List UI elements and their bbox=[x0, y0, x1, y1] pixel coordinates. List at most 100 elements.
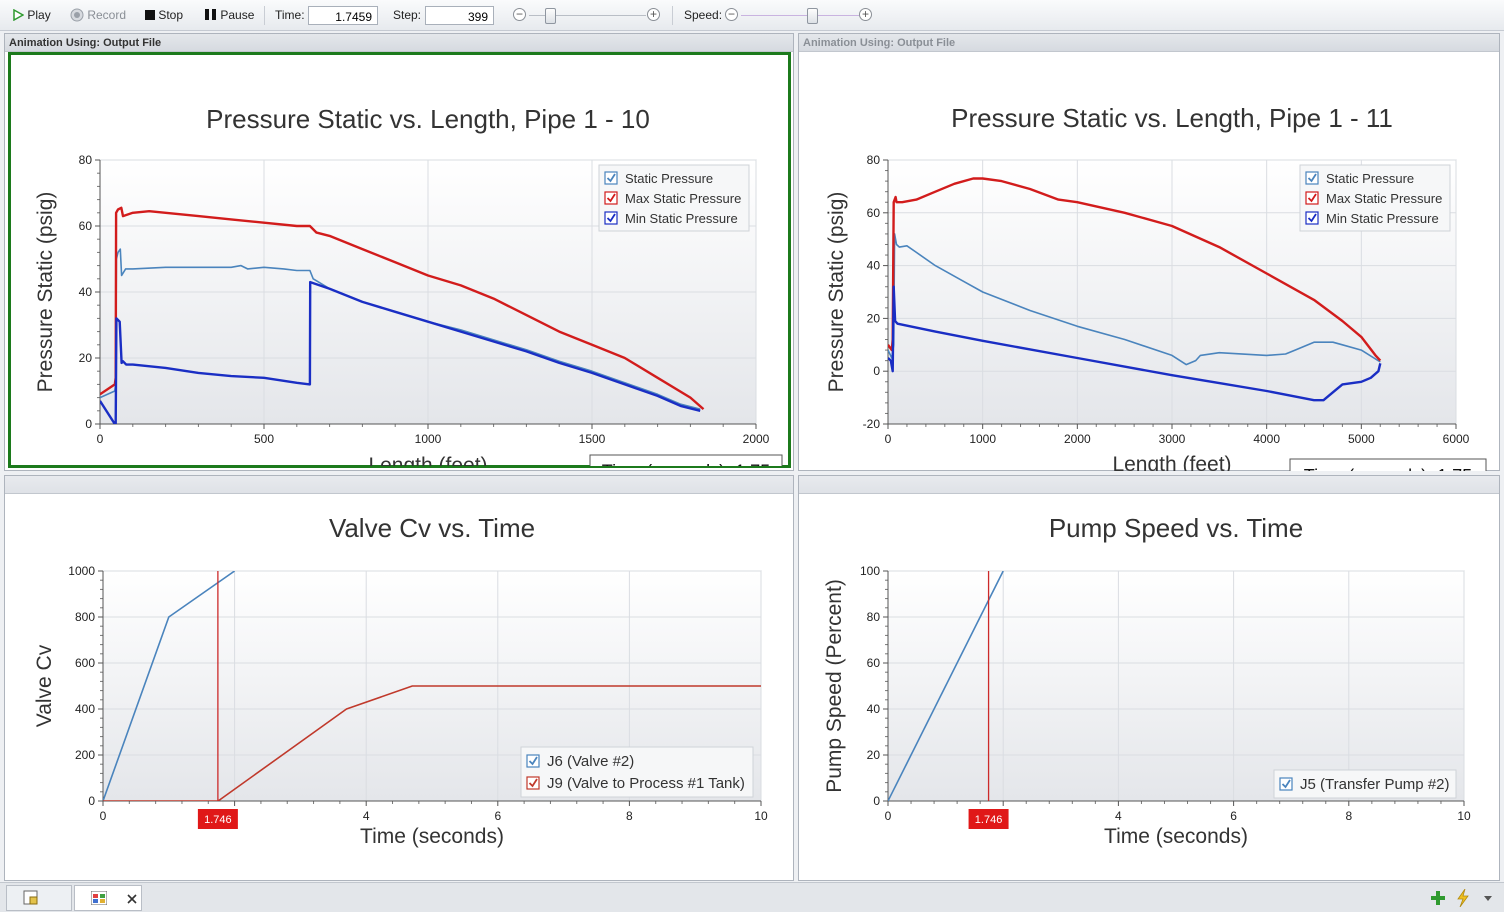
y-axis-label: Pressure Static (psig) bbox=[825, 192, 848, 393]
y-tick-label: 60 bbox=[867, 656, 881, 670]
legend-checkbox[interactable] bbox=[1279, 777, 1293, 791]
chart-title: Valve Cv vs. Time bbox=[329, 513, 535, 543]
y-tick-label: 600 bbox=[75, 656, 95, 670]
chart-title: Pressure Static vs. Length, Pipe 1 - 11 bbox=[951, 103, 1393, 133]
x-axis-label: Length (feet) bbox=[1112, 453, 1231, 471]
play-button[interactable]: Play bbox=[12, 0, 51, 31]
x-tick-label: 3000 bbox=[1159, 432, 1186, 446]
pressure-chart-pipe-1-10[interactable]: Pressure Static vs. Length, Pipe 1 - 10 0… bbox=[10, 54, 790, 466]
checkmark-icon bbox=[528, 778, 538, 788]
x-tick-label: 8 bbox=[626, 809, 633, 823]
time-readout-box bbox=[1289, 458, 1487, 471]
time-readout: Time (seconds): 1.75 bbox=[1304, 466, 1472, 471]
workspace-tab[interactable] bbox=[6, 885, 72, 911]
chart-panel-pipe-1-10[interactable]: Animation Using: Output File Pressure St… bbox=[4, 33, 794, 471]
legend-label: Min Static Pressure bbox=[1326, 211, 1439, 226]
x-axis-label: Time (seconds) bbox=[360, 825, 504, 848]
checkmark-icon bbox=[1307, 173, 1317, 183]
legend bbox=[520, 746, 754, 798]
y-tick-label: 0 bbox=[85, 417, 92, 431]
time-marker-label: 1.746 bbox=[204, 814, 232, 826]
panel-header-empty bbox=[5, 476, 793, 494]
legend-checkbox[interactable] bbox=[604, 211, 618, 225]
speed-slider-thumb[interactable] bbox=[806, 8, 818, 24]
workspace-icon bbox=[23, 890, 38, 905]
play-label: Play bbox=[27, 8, 51, 22]
chart-title: Pressure Static vs. Length, Pipe 1 - 10 bbox=[206, 104, 650, 134]
legend-label: Max Static Pressure bbox=[625, 191, 741, 206]
pause-label: Pause bbox=[220, 8, 255, 22]
time-marker-badge[interactable] bbox=[968, 809, 1009, 829]
speed-slider-track[interactable] bbox=[741, 15, 859, 16]
stop-icon bbox=[145, 10, 155, 20]
time-label: Time: bbox=[275, 8, 305, 22]
step-slider-plus-button[interactable]: + bbox=[647, 8, 660, 21]
x-tick-label: 2000 bbox=[1064, 432, 1091, 446]
checkmark-icon bbox=[528, 756, 538, 766]
y-tick-label: -20 bbox=[863, 417, 881, 431]
close-tab-icon[interactable] bbox=[127, 894, 137, 904]
y-tick-label: 20 bbox=[79, 351, 93, 365]
legend-checkbox[interactable] bbox=[1305, 211, 1319, 225]
step-slider-minus-button[interactable]: − bbox=[513, 8, 526, 21]
speed-label: Speed: bbox=[684, 8, 723, 22]
legend-checkbox[interactable] bbox=[526, 776, 540, 790]
legend-label: J5 (Transfer Pump #2) bbox=[1300, 776, 1450, 793]
y-tick-label: 80 bbox=[79, 153, 93, 167]
pump-speed-chart[interactable]: Pump Speed vs. Time0246810020406080100Ti… bbox=[799, 495, 1499, 881]
x-tick-label: 10 bbox=[1457, 809, 1471, 823]
chart-panel-valve-cv[interactable]: Valve Cv vs. Time02468100200400600800100… bbox=[4, 475, 794, 881]
time-marker-badge[interactable] bbox=[197, 809, 238, 829]
y-tick-label: 40 bbox=[867, 259, 881, 273]
record-button[interactable]: Record bbox=[70, 0, 126, 31]
series-line-1 bbox=[100, 248, 701, 410]
legend-checkbox[interactable] bbox=[526, 754, 540, 768]
bottom-tab-bar bbox=[0, 882, 1504, 912]
y-tick-label: 80 bbox=[867, 153, 881, 167]
legend-checkbox[interactable] bbox=[604, 191, 618, 205]
speed-slider-minus-button[interactable]: − bbox=[725, 8, 738, 21]
series-line-2 bbox=[100, 206, 705, 411]
record-label: Record bbox=[87, 8, 127, 22]
pressure-chart-pipe-1-11[interactable]: Pressure Static vs. Length, Pipe 1 - 11 0… bbox=[799, 53, 1499, 471]
series-line-2 bbox=[888, 177, 1382, 362]
y-tick-label: 800 bbox=[75, 610, 95, 624]
series-line-3 bbox=[888, 285, 1382, 402]
x-axis-label: Length (feet) bbox=[368, 454, 487, 466]
x-tick-label: 6 bbox=[1230, 809, 1237, 823]
graph-tab[interactable] bbox=[74, 885, 142, 911]
pause-button[interactable]: Pause bbox=[205, 0, 254, 31]
add-icon[interactable] bbox=[1430, 890, 1446, 906]
y-tick-label: 40 bbox=[79, 285, 93, 299]
time-readout-box bbox=[589, 454, 783, 466]
panel-header: Animation Using: Output File bbox=[5, 34, 793, 52]
chart-title: Pump Speed vs. Time bbox=[1049, 513, 1303, 543]
chevron-down-icon[interactable] bbox=[1483, 895, 1493, 903]
legend-checkbox[interactable] bbox=[604, 171, 618, 185]
checkmark-icon bbox=[1307, 213, 1317, 223]
legend-label: J6 (Valve #2) bbox=[547, 753, 634, 770]
x-tick-label: 500 bbox=[254, 432, 274, 446]
y-tick-label: 100 bbox=[860, 564, 880, 578]
speed-slider-plus-button[interactable]: + bbox=[859, 8, 872, 21]
stop-button[interactable]: Stop bbox=[145, 0, 183, 31]
step-slider-track[interactable] bbox=[529, 15, 646, 16]
series-line-1 bbox=[103, 571, 236, 801]
step-input[interactable] bbox=[425, 6, 494, 25]
legend-checkbox[interactable] bbox=[1305, 191, 1319, 205]
y-tick-label: 0 bbox=[873, 794, 880, 808]
x-tick-label: 10 bbox=[754, 809, 768, 823]
legend-checkbox[interactable] bbox=[1305, 171, 1319, 185]
x-tick-label: 0 bbox=[885, 809, 892, 823]
toolbar-separator bbox=[264, 6, 265, 25]
checkmark-icon bbox=[606, 173, 616, 183]
time-input[interactable] bbox=[308, 6, 378, 25]
chart-panel-pipe-1-11[interactable]: Animation Using: Output File Pressure St… bbox=[798, 33, 1500, 471]
step-slider-thumb[interactable] bbox=[545, 8, 557, 24]
valve-cv-chart[interactable]: Valve Cv vs. Time02468100200400600800100… bbox=[5, 495, 793, 881]
y-tick-label: 40 bbox=[867, 702, 881, 716]
chart-panel-pump-speed[interactable]: Pump Speed vs. Time0246810020406080100Ti… bbox=[798, 475, 1500, 881]
legend-label: Static Pressure bbox=[625, 171, 713, 186]
x-tick-label: 0 bbox=[97, 432, 104, 446]
lightning-icon[interactable] bbox=[1456, 889, 1470, 907]
